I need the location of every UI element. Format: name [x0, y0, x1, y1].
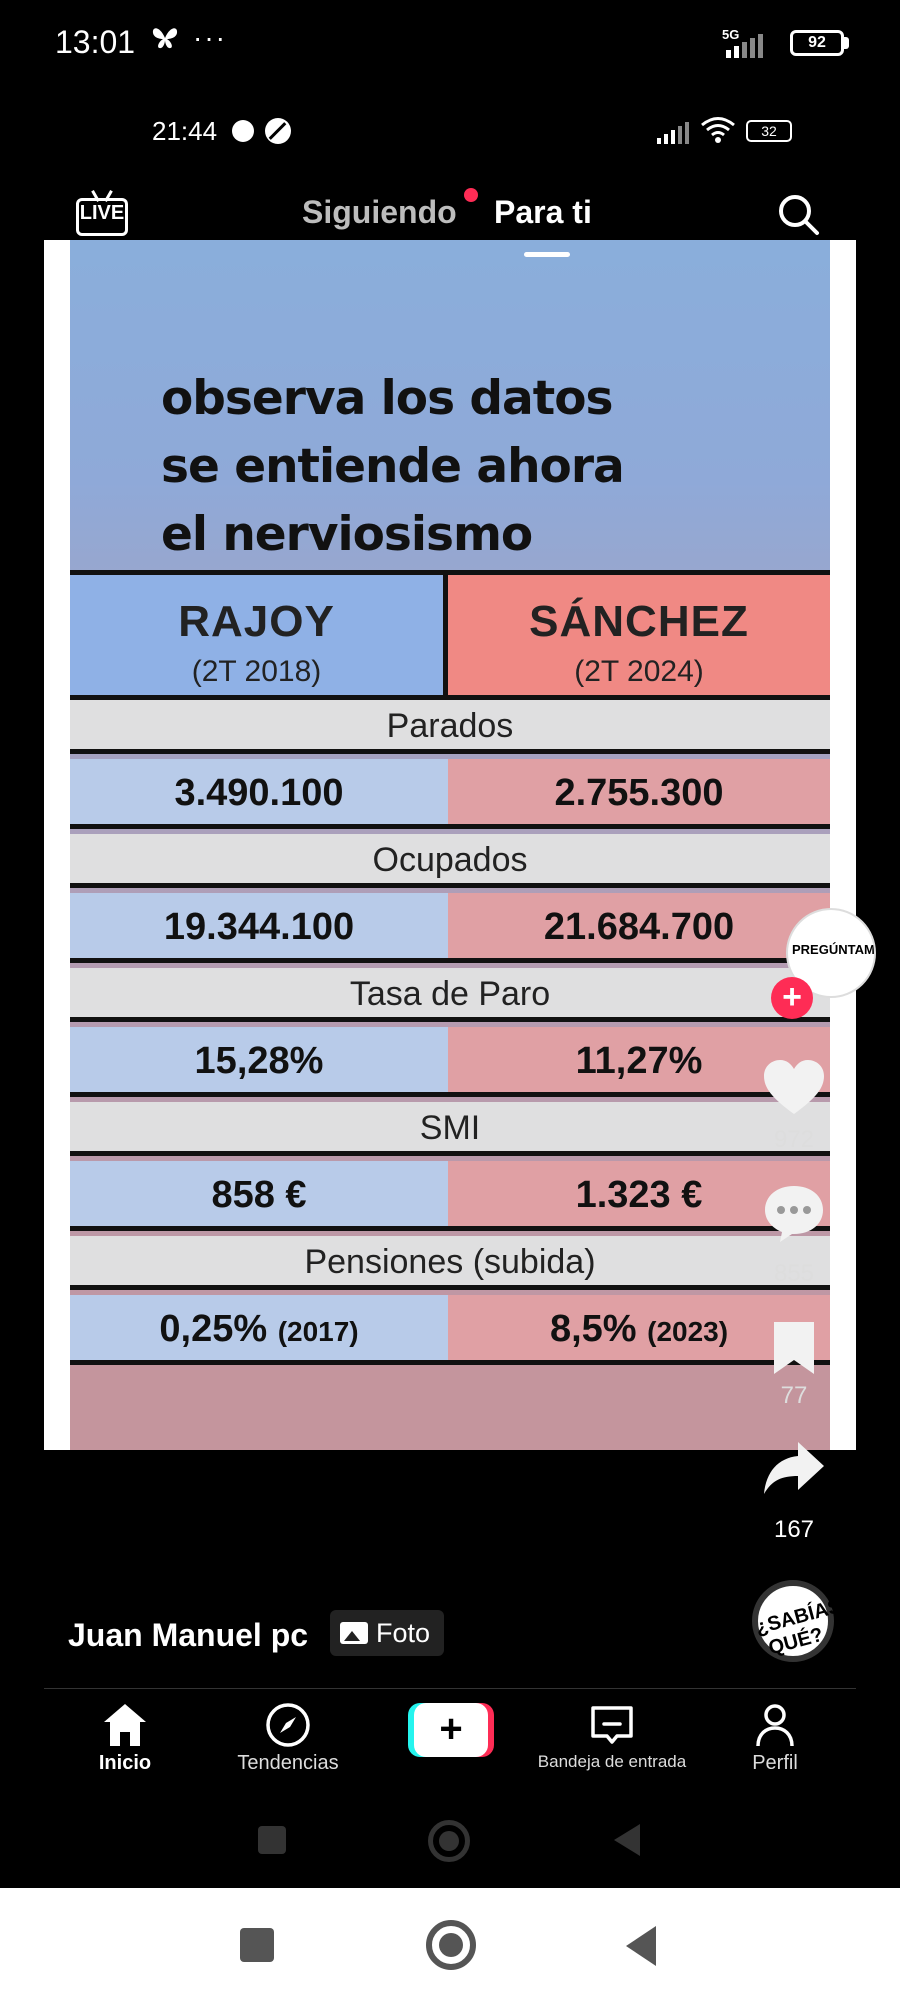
- post-headline: observa los datos se entiende ahora el n…: [161, 371, 625, 562]
- row-label: Pensiones (subida): [70, 1236, 830, 1290]
- outer-back-button[interactable]: [626, 1926, 656, 1966]
- inner-signal-icon: [655, 120, 695, 144]
- live-label: LIVE: [79, 202, 125, 224]
- outer-home-button[interactable]: [426, 1920, 476, 1970]
- nav-inbox[interactable]: Bandeja de entrada: [527, 1700, 697, 1772]
- row-label: Parados: [70, 700, 830, 754]
- row-label: Tasa de Paro: [70, 968, 830, 1022]
- post-image[interactable]: observa los datos se entiende ahora el n…: [70, 240, 830, 1450]
- outer-status-time: 13:01: [55, 24, 136, 60]
- sound-disc[interactable]: ¿SABÍAS QUÉ?: [752, 1580, 844, 1662]
- plus-icon: +: [414, 1703, 488, 1757]
- like-count: 972: [773, 1126, 815, 1153]
- home-system-button[interactable]: [428, 1820, 470, 1862]
- butterfly-icon: [150, 24, 180, 59]
- outer-battery-icon: 92: [790, 30, 844, 56]
- wifi-icon: [700, 116, 736, 144]
- table-row: 15,28% 11,27%: [70, 1027, 830, 1097]
- share-icon[interactable]: [762, 1438, 826, 1498]
- svg-text:5G: 5G: [722, 27, 739, 42]
- nav-home[interactable]: Inicio: [40, 1700, 210, 1775]
- save-count: 77: [780, 1382, 808, 1409]
- tab-for-you[interactable]: Para ti: [494, 194, 592, 230]
- photo-icon: [340, 1622, 368, 1644]
- table-row: 0,25% (2017) 8,5% (2023): [70, 1295, 830, 1365]
- rajoy-header: RAJOY (2T 2018): [70, 570, 448, 700]
- recents-button[interactable]: [258, 1826, 286, 1854]
- sanchez-header: SÁNCHEZ (2T 2024): [448, 570, 830, 700]
- inner-battery-icon: 32: [746, 120, 792, 142]
- home-icon: [100, 1700, 150, 1750]
- nav-divider: [44, 1688, 856, 1689]
- tab-following[interactable]: Siguiendo: [302, 194, 457, 230]
- comment-icon[interactable]: [762, 1184, 826, 1244]
- share-count: 167: [773, 1516, 815, 1543]
- row-label: SMI: [70, 1102, 830, 1156]
- creator-username[interactable]: Juan Manuel pc: [68, 1617, 309, 1653]
- notification-more: ···: [193, 22, 227, 53]
- table-row: 3.490.100 2.755.300: [70, 759, 830, 829]
- create-button[interactable]: +: [408, 1703, 494, 1757]
- new-content-dot: [464, 188, 478, 202]
- table-row: 858 € 1.323 €: [70, 1161, 830, 1231]
- compass-icon: [263, 1700, 313, 1750]
- photo-progress-indicator: [524, 252, 570, 257]
- inbox-icon: [587, 1700, 637, 1750]
- inner-status-time: 21:44: [152, 116, 218, 146]
- shield-icon: [232, 120, 254, 142]
- image-bottom: [70, 1365, 830, 1450]
- comment-count: 855: [773, 1260, 815, 1287]
- search-icon[interactable]: [776, 192, 820, 236]
- heart-icon[interactable]: [762, 1058, 826, 1118]
- follow-button[interactable]: +: [771, 977, 813, 1019]
- back-button[interactable]: [614, 1824, 640, 1856]
- live-button[interactable]: LIVE: [76, 190, 128, 236]
- do-not-disturb-icon: [265, 118, 291, 144]
- row-label: Ocupados: [70, 834, 830, 888]
- profile-icon: [750, 1700, 800, 1750]
- photo-badge: Foto: [330, 1610, 445, 1656]
- outer-battery-tip: [844, 37, 849, 49]
- nav-trends[interactable]: Tendencias: [203, 1700, 373, 1775]
- bookmark-icon[interactable]: [768, 1320, 820, 1380]
- cellular-signal-icon: 5G: [720, 26, 780, 60]
- nav-profile[interactable]: Perfil: [690, 1700, 860, 1775]
- outer-recents-button[interactable]: [240, 1928, 274, 1962]
- table-row: 19.344.100 21.684.700: [70, 893, 830, 963]
